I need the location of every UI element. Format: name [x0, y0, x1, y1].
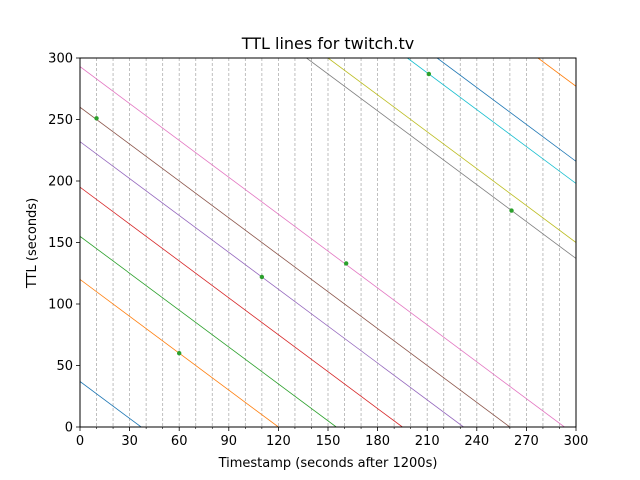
x-tick-label: 150 [316, 434, 341, 449]
data-point [259, 274, 265, 280]
y-tick-label: 300 [48, 52, 73, 67]
y-tick-label: 250 [48, 113, 73, 128]
series-line-9 [327, 58, 576, 243]
series-line-3 [80, 236, 337, 427]
y-tick-label: 100 [48, 298, 73, 313]
y-axis-label: TTL (seconds) [25, 198, 40, 289]
series-line-11 [436, 58, 576, 162]
series-line-8 [306, 58, 576, 259]
series-line-5 [80, 141, 464, 427]
series-line-10 [407, 58, 576, 184]
x-tick-label: 90 [221, 434, 238, 449]
data-points [94, 71, 514, 356]
series-line-6 [80, 106, 511, 427]
data-point [343, 261, 349, 266]
y-tick-label: 150 [48, 236, 73, 251]
data-point [509, 208, 514, 213]
y-tick-label: 50 [56, 359, 73, 374]
x-tick-label: 120 [266, 434, 291, 449]
data-point [426, 71, 432, 77]
x-tick-label: 270 [514, 434, 539, 449]
x-tick-label: 300 [564, 434, 589, 449]
x-tick-label: 60 [171, 434, 188, 449]
series-line-4 [80, 186, 403, 427]
y-tick-label: 200 [48, 175, 73, 190]
series-line-12 [537, 58, 576, 87]
plot-area [80, 58, 576, 427]
x-tick-label: 210 [415, 434, 440, 449]
y-axis-ticks: 0 50 100 150 200 250 300 [48, 52, 80, 436]
x-axis-label: Timestamp (seconds after 1200s) [218, 456, 438, 471]
data-point [177, 351, 182, 356]
x-tick-label: 30 [121, 434, 138, 449]
x-tick-label: 0 [76, 434, 84, 449]
series-line-1 [80, 381, 142, 427]
x-axis-ticks: 0 30 60 90 120 150 180 210 240 270 300 [76, 427, 589, 449]
y-tick-label: 0 [65, 421, 73, 436]
x-tick-label: 180 [365, 434, 390, 449]
chart-title: TTL lines for twitch.tv [241, 34, 415, 53]
data-point [94, 116, 99, 121]
x-tick-label: 240 [464, 434, 489, 449]
series-line-7 [80, 66, 565, 427]
